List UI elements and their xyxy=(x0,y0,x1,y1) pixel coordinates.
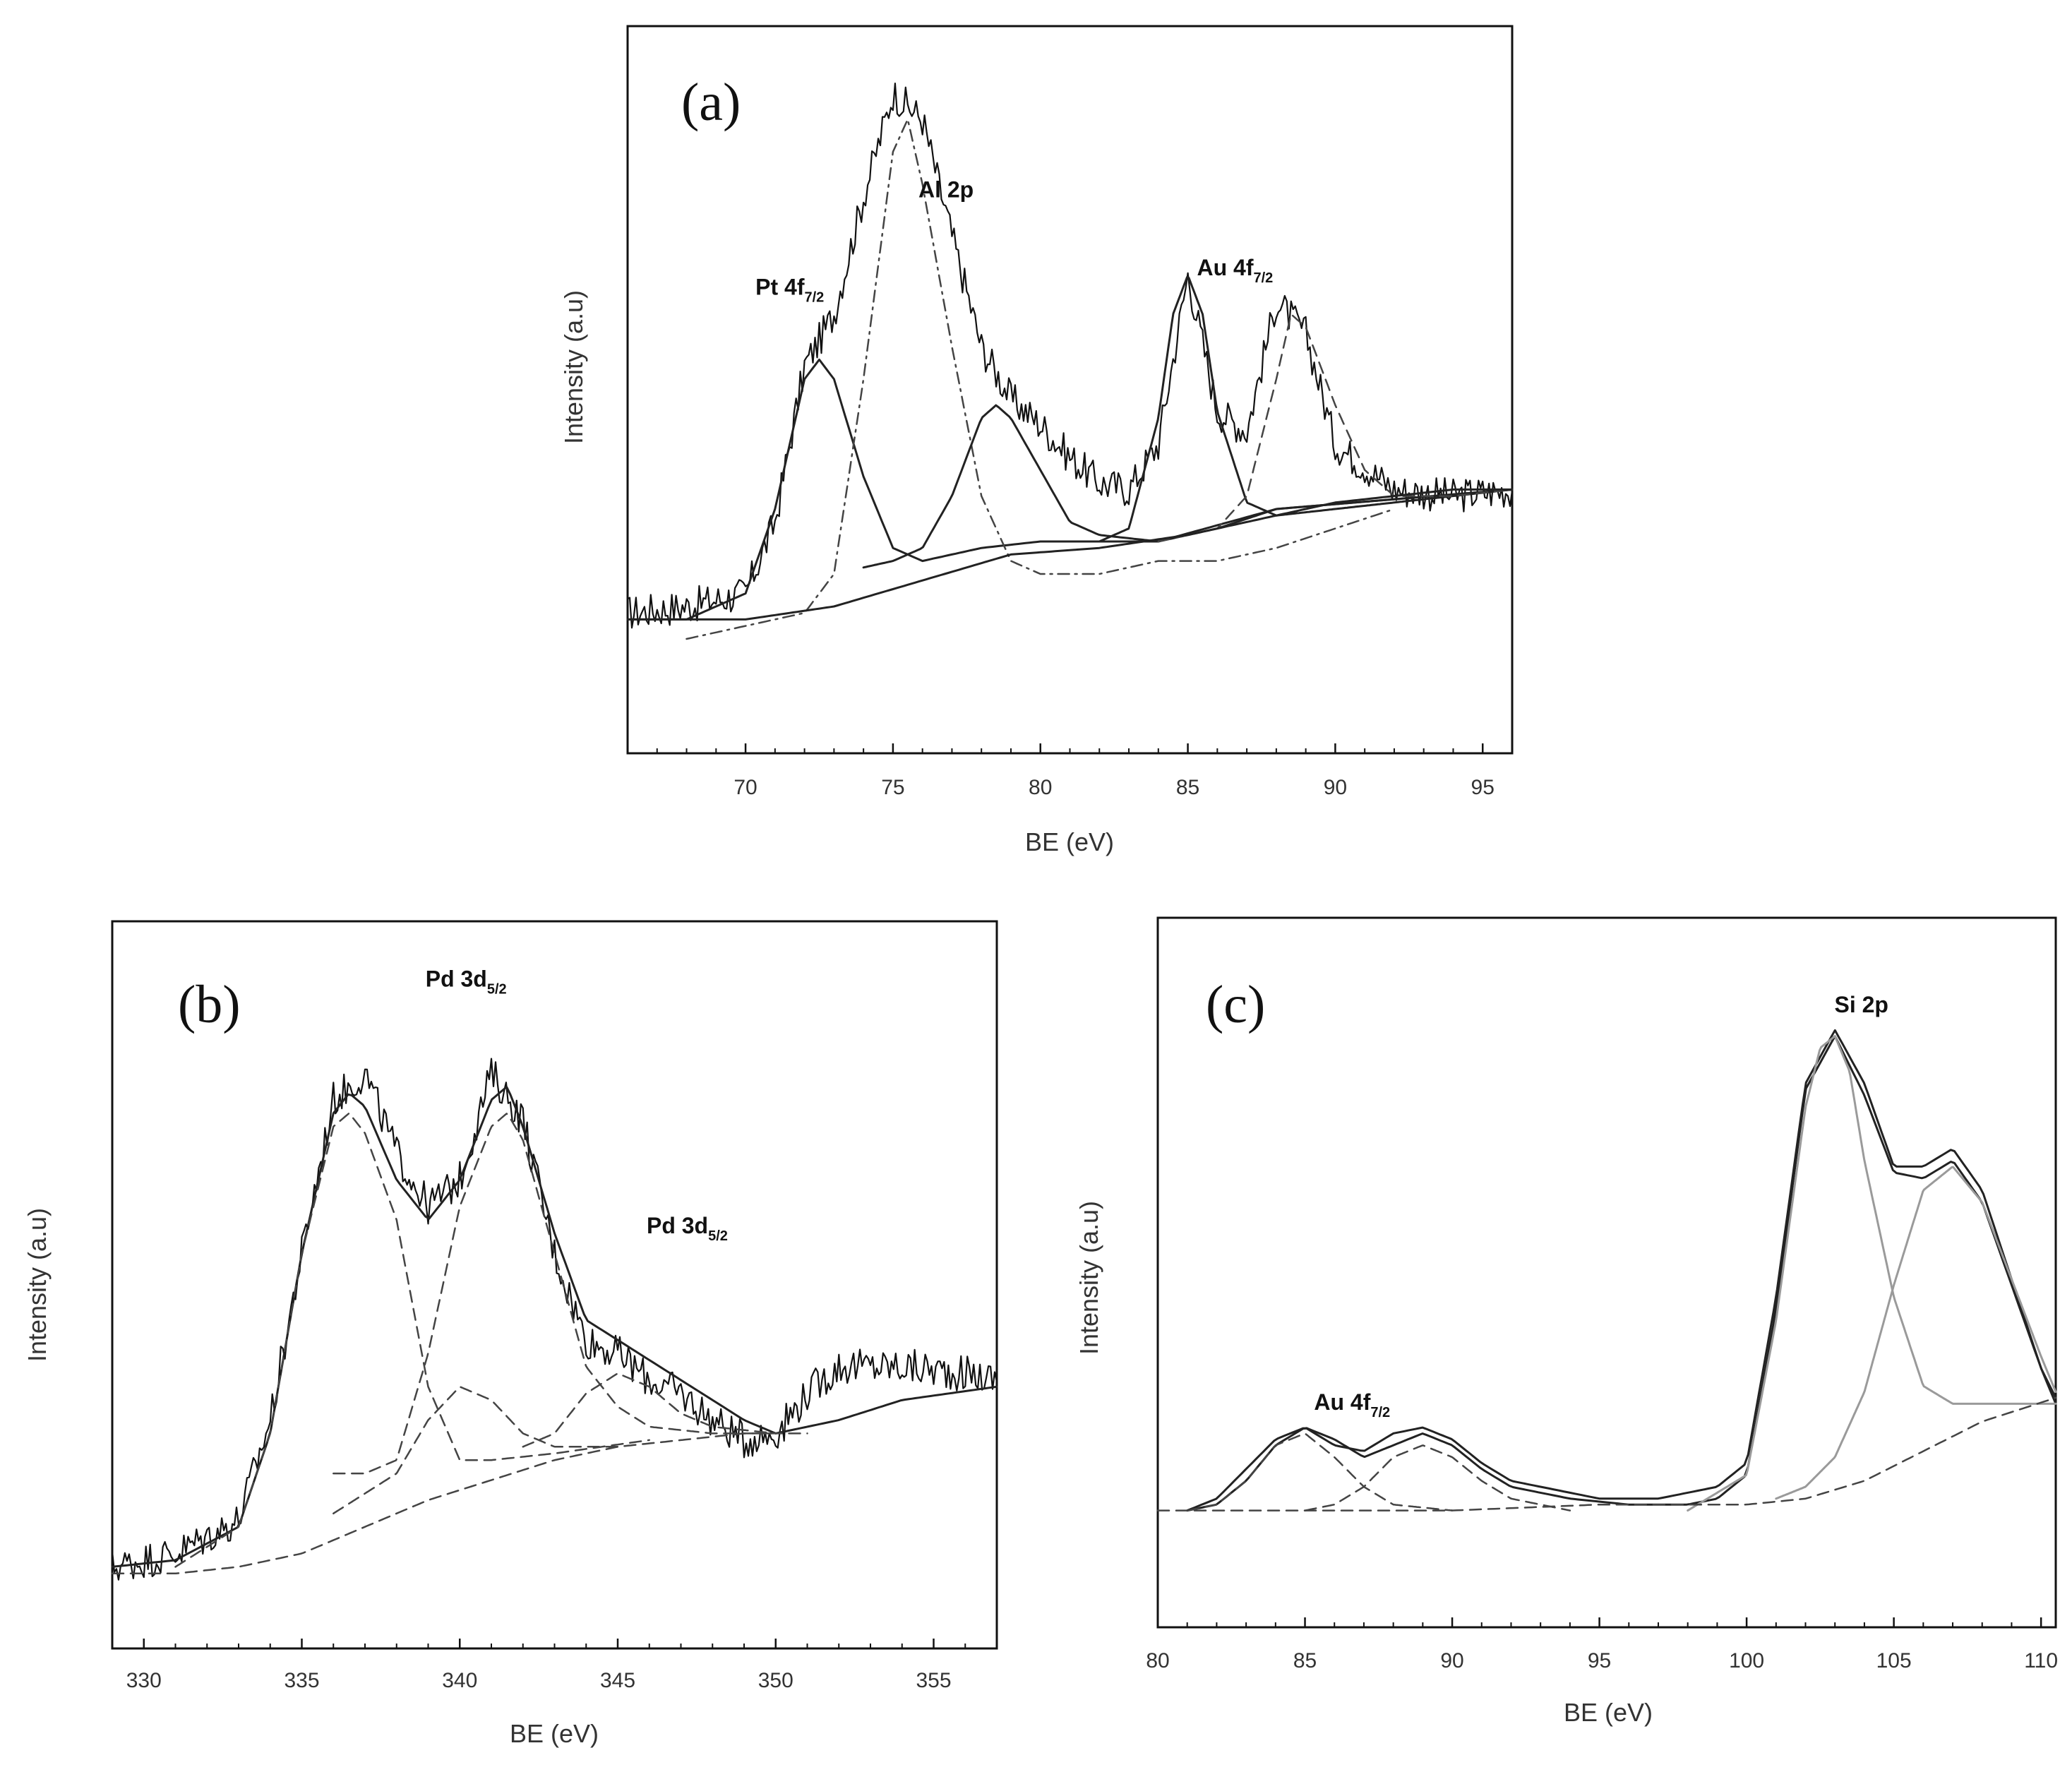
panel-b-x-tick-label: 330 xyxy=(126,1669,162,1692)
panel-c-series-line-5 xyxy=(1775,1166,2057,1500)
panel-c-x-tick-label: 95 xyxy=(1588,1649,1611,1672)
panel-c-annotations: Au 4f7/2 Si 2p xyxy=(1314,992,1888,1420)
panel-a-peak-label-1: Al 2p xyxy=(918,176,974,202)
panel-a: (a) BE (eV) Intensity (a.u) 70 75 80 85 90 95… xyxy=(559,25,1514,856)
panel-c-peak-label-1: Si 2p xyxy=(1835,992,1888,1017)
panel-a-x-tick-label: 80 xyxy=(1029,776,1052,799)
panel-a-series-line-1 xyxy=(626,358,1514,621)
panel-a-x-ticks: 70 75 80 85 90 95 xyxy=(627,743,1513,799)
panel-a-series-group xyxy=(626,83,1514,640)
panel-b-series-line-5 xyxy=(522,1372,777,1448)
panel-c: (c) BE (eV) Intensity (a.u) 80 85 90 95 100 1… xyxy=(1074,916,2058,1727)
panel-c-frame xyxy=(1156,916,2057,1629)
panel-c-x-axis-label: BE (eV) xyxy=(1564,1698,1653,1727)
panel-c-x-tick-label: 85 xyxy=(1293,1649,1317,1672)
panel-c-x-tick-label: 100 xyxy=(1729,1649,1764,1672)
panel-a-label: (a) xyxy=(681,73,741,132)
panel-a-x-tick-label: 90 xyxy=(1324,776,1347,799)
panel-a-x-tick-label: 75 xyxy=(881,776,904,799)
panel-b-series-group xyxy=(111,1058,998,1581)
panel-a-x-tick-label: 85 xyxy=(1176,776,1199,799)
panel-c-x-tick-label: 110 xyxy=(2024,1649,2058,1672)
panel-b-annotations: Pd 3d5/2 Pd 3d5/2 xyxy=(426,966,728,1244)
panel-b-label: (b) xyxy=(178,975,241,1034)
panel-a-series-line-6 xyxy=(626,488,1514,621)
panel-c-x-tick-label: 80 xyxy=(1146,1649,1169,1672)
panel-b-x-tick-label: 355 xyxy=(916,1669,951,1692)
panel-a-peak-label-2: Au 4f7/2 xyxy=(1197,255,1273,286)
panel-b-x-tick-label: 340 xyxy=(442,1669,477,1692)
panel-c-x-tick-label: 105 xyxy=(1876,1649,1912,1672)
panel-c-series-line-6 xyxy=(1156,1396,2057,1511)
panel-a-series-line-2 xyxy=(685,118,1396,640)
panel-b-x-ticks: 330 335 340 345 350 355 xyxy=(112,1639,998,1692)
panel-b-series-line-4 xyxy=(333,1386,619,1515)
panel-c-series-group xyxy=(1156,1029,2057,1512)
panel-c-label: (c) xyxy=(1206,975,1265,1034)
panel-b-x-tick-label: 345 xyxy=(600,1669,635,1692)
panel-b-series-line-3 xyxy=(333,1113,777,1475)
panel-a-x-tick-label: 95 xyxy=(1471,776,1495,799)
panel-c-y-axis-label: Intensity (a.u) xyxy=(1074,1201,1103,1355)
panel-b-x-tick-label: 350 xyxy=(758,1669,794,1692)
panel-a-series-line-5 xyxy=(1157,313,1514,543)
panel-a-annotations: Pt 4f7/2 Al 2p Au 4f7/2 xyxy=(755,176,1273,305)
panel-b-series-line-0 xyxy=(111,1058,998,1581)
panel-c-x-ticks: 80 85 90 95 100 105 110 xyxy=(1146,1617,2058,1672)
panel-a-x-tick-label: 70 xyxy=(733,776,757,799)
panel-b-series-line-6 xyxy=(111,1432,808,1575)
panel-b-peak-label-0: Pd 3d5/2 xyxy=(426,966,507,997)
panel-a-series-line-4 xyxy=(1098,276,1514,543)
panel-c-series-line-3 xyxy=(1304,1444,1571,1511)
panel-c-peak-label-0: Au 4f7/2 xyxy=(1314,1389,1390,1420)
panel-c-series-line-2 xyxy=(1186,1432,1454,1511)
panel-b: (b) BE (eV) Intensity (a.u) 330 335 340 345… xyxy=(23,920,998,1748)
panel-a-peak-label-0: Pt 4f7/2 xyxy=(755,274,824,305)
panel-a-series-line-0 xyxy=(626,83,1514,629)
panel-a-frame xyxy=(626,25,1514,755)
panel-b-frame xyxy=(111,920,998,1650)
panel-a-y-axis-label: Intensity (a.u) xyxy=(559,290,588,444)
panel-b-peak-label-1: Pd 3d5/2 xyxy=(647,1213,728,1244)
panel-c-series-line-4 xyxy=(1687,1035,2057,1512)
panel-c-series-line-1 xyxy=(1186,1035,2057,1512)
panel-c-series-line-0 xyxy=(1186,1029,2057,1512)
panel-b-x-axis-label: BE (eV) xyxy=(510,1719,599,1748)
panel-c-x-tick-label: 90 xyxy=(1440,1649,1463,1672)
panel-b-y-axis-label: Intensity (a.u) xyxy=(23,1208,52,1362)
panel-a-x-axis-label: BE (eV) xyxy=(1025,827,1114,856)
panel-b-x-tick-label: 335 xyxy=(284,1669,319,1692)
